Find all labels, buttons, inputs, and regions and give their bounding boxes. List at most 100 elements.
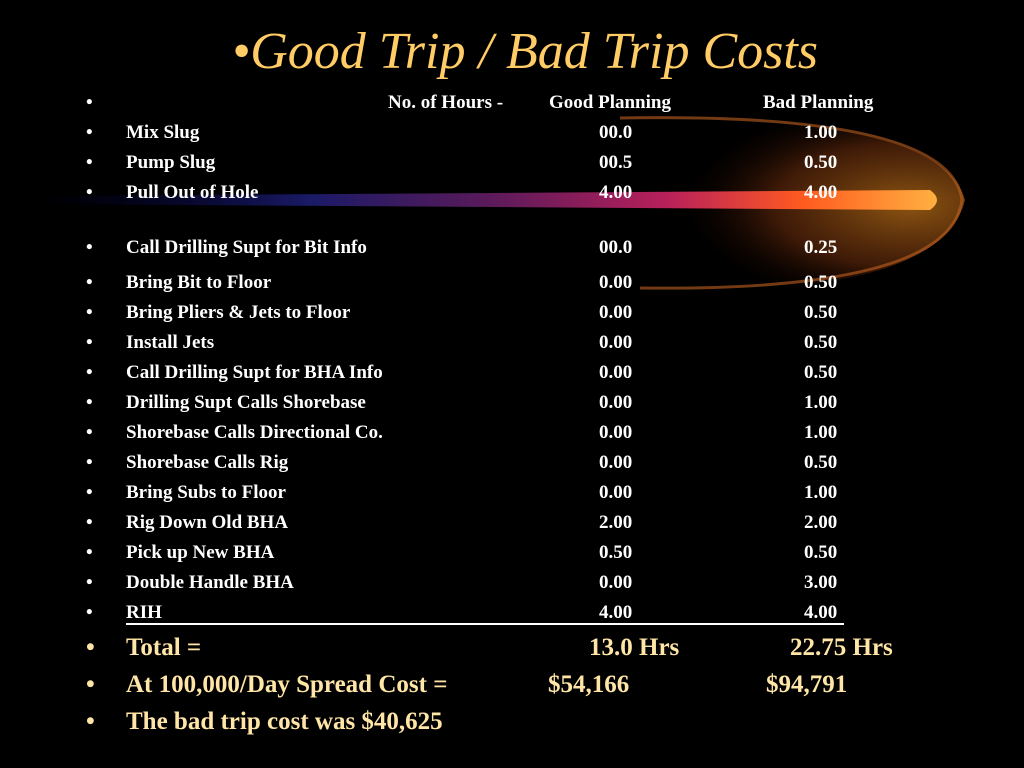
conclusion-row: • The bad trip cost was $40,625: [0, 708, 1024, 740]
bullet: •: [86, 572, 93, 593]
bullet: •: [86, 482, 93, 503]
bullet: •: [86, 152, 93, 173]
total-row: • Total = 13.0 Hrs 22.75 Hrs: [0, 634, 1024, 666]
bullet: •: [86, 602, 93, 623]
good-hours: 2.00: [599, 512, 633, 533]
total-bad: 22.75 Hrs: [790, 634, 893, 661]
table-row: • Pick up New BHA 0.50 0.50: [0, 542, 1024, 568]
cost-label: At 100,000/Day Spread Cost =: [126, 671, 448, 698]
comet-ring: [619, 116, 964, 290]
cost-row: • At 100,000/Day Spread Cost = $54,166 $…: [0, 671, 1024, 703]
bad-planning-header: Bad Planning: [763, 92, 874, 113]
good-hours: 0.00: [599, 422, 633, 443]
good-hours: 4.00: [599, 182, 633, 203]
table-row: • Shorebase Calls Directional Co. 0.00 1…: [0, 422, 1024, 448]
bullet: •: [86, 542, 93, 563]
bad-hours: 0.50: [804, 452, 838, 473]
good-hours: 00.0: [599, 122, 633, 143]
cost-bad: $94,791: [766, 671, 848, 698]
bad-hours: 1.00: [804, 422, 838, 443]
bullet: •: [86, 237, 93, 258]
bullet: •: [86, 182, 93, 203]
task-label: Call Drilling Supt for BHA Info: [126, 362, 383, 383]
task-label: RIH: [126, 602, 162, 623]
table-row: • Bring Pliers & Jets to Floor 0.00 0.50: [0, 302, 1024, 328]
table-row: • Double Handle BHA 0.00 3.00: [0, 572, 1024, 598]
bullet: •: [86, 422, 93, 443]
bullet: •: [86, 122, 93, 143]
table-row: • Mix Slug 00.0 1.00: [0, 122, 1024, 148]
bad-hours: 0.50: [804, 302, 838, 323]
table-row: • Rig Down Old BHA 2.00 2.00: [0, 512, 1024, 538]
table-row: • Drilling Supt Calls Shorebase 0.00 1.0…: [0, 392, 1024, 418]
good-hours: 0.00: [599, 392, 633, 413]
bad-hours: 0.50: [804, 152, 838, 173]
good-hours: 0.00: [599, 482, 633, 503]
bullet: •: [86, 634, 95, 661]
good-hours: 00.0: [599, 237, 633, 258]
good-hours: 0.00: [599, 302, 633, 323]
good-planning-header: Good Planning: [549, 92, 671, 113]
task-label: Rig Down Old BHA: [126, 512, 289, 533]
table-row: • Install Jets 0.00 0.50: [0, 332, 1024, 358]
task-label: Double Handle BHA: [126, 572, 294, 593]
task-label: Drilling Supt Calls Shorebase: [126, 392, 366, 413]
good-hours: 0.50: [599, 542, 633, 563]
table-row: • Bring Subs to Floor 0.00 1.00: [0, 482, 1024, 508]
task-label: Bring Subs to Floor: [126, 482, 286, 503]
cost-good: $54,166: [548, 671, 630, 698]
bad-hours: 1.00: [804, 482, 838, 503]
conclusion-text: The bad trip cost was $40,625: [126, 708, 443, 735]
bad-hours: 2.00: [804, 512, 838, 533]
bad-hours: 1.00: [804, 122, 838, 143]
good-hours: 4.00: [599, 602, 633, 623]
table-row: • Shorebase Calls Rig 0.00 0.50: [0, 452, 1024, 478]
good-hours: 0.00: [599, 572, 633, 593]
bullet: •: [86, 332, 93, 353]
table-row: • RIH 4.00 4.00: [0, 602, 1024, 628]
task-label: Install Jets: [126, 332, 215, 353]
bullet: •: [86, 272, 93, 293]
bad-hours: 3.00: [804, 572, 838, 593]
bad-hours: 0.50: [804, 272, 838, 293]
bullet: •: [86, 362, 93, 383]
bullet: •: [86, 392, 93, 413]
task-label: Mix Slug: [126, 122, 200, 143]
bullet: •: [86, 671, 95, 698]
bullet: •: [86, 708, 95, 735]
bad-hours: 0.25: [804, 237, 838, 258]
bullet: •: [86, 452, 93, 473]
hours-header: No. of Hours -: [388, 92, 504, 113]
bad-hours: 1.00: [804, 392, 838, 413]
task-label: Shorebase Calls Directional Co.: [126, 422, 383, 443]
task-label: Bring Bit to Floor: [126, 272, 272, 293]
bad-hours: 4.00: [804, 602, 838, 623]
table-header: • No. of Hours - Good Planning Bad Plann…: [0, 92, 1024, 118]
table-row: • Bring Bit to Floor 0.00 0.50: [0, 272, 1024, 298]
table-row: • Pull Out of Hole 4.00 4.00: [0, 182, 1024, 208]
good-hours: 00.5: [599, 152, 633, 173]
task-label: Shorebase Calls Rig: [126, 452, 289, 473]
comet-tail: [40, 190, 937, 210]
total-underline: [126, 623, 844, 625]
slide-title: •Good Trip / Bad Trip Costs: [232, 23, 819, 80]
table-row: • Pump Slug 00.5 0.50: [0, 152, 1024, 178]
good-hours: 0.00: [599, 272, 633, 293]
good-hours: 0.00: [599, 362, 633, 383]
good-hours: 0.00: [599, 332, 633, 353]
bad-hours: 0.50: [804, 542, 838, 563]
bullet: •: [86, 92, 93, 113]
task-label: Call Drilling Supt for Bit Info: [126, 237, 367, 258]
bad-hours: 0.50: [804, 362, 838, 383]
table-row: • Call Drilling Supt for Bit Info 00.0 0…: [0, 237, 1024, 263]
task-label: Pump Slug: [126, 152, 216, 173]
total-label: Total =: [126, 634, 202, 661]
task-label: Bring Pliers & Jets to Floor: [126, 302, 351, 323]
good-hours: 0.00: [599, 452, 633, 473]
task-label: Pick up New BHA: [126, 542, 275, 563]
bad-hours: 4.00: [804, 182, 838, 203]
bullet: •: [86, 302, 93, 323]
task-label: Pull Out of Hole: [126, 182, 259, 203]
bullet: •: [86, 512, 93, 533]
